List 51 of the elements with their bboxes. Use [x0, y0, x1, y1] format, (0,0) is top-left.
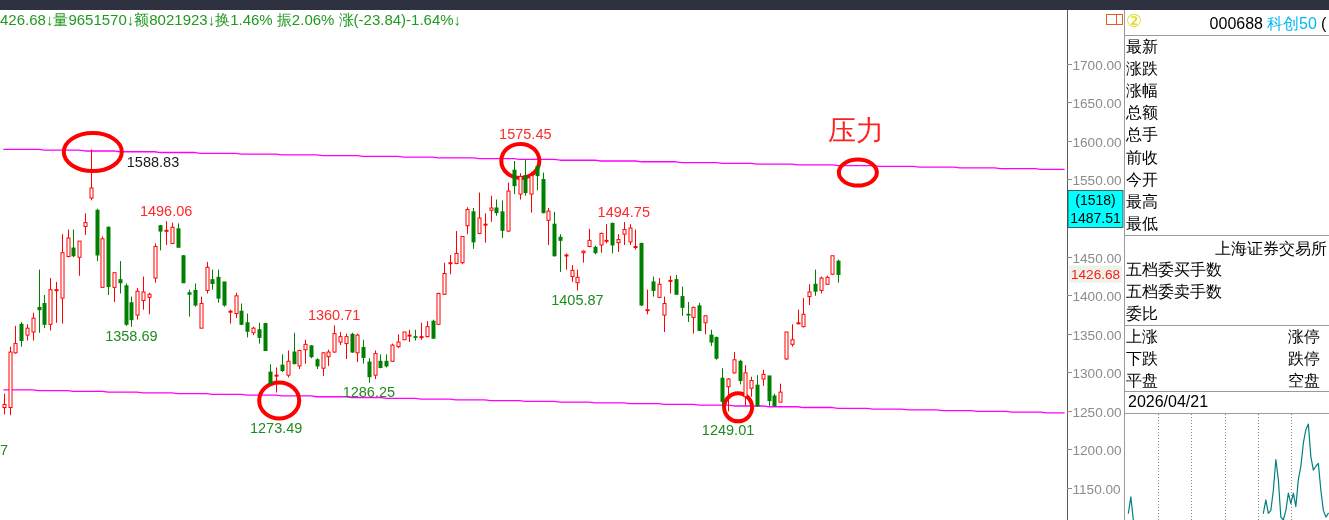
card-text: 上涨 [1126, 328, 1158, 345]
low-label: 1358.69 [105, 328, 158, 345]
low-label: 1286.25 [342, 384, 396, 401]
low-label: 1405.87 [551, 292, 604, 308]
card-text: 委比 [1126, 305, 1158, 322]
card-text: ( [1321, 15, 1327, 32]
high-label: 1588.83 [126, 153, 180, 170]
card-text: 最新 [1126, 38, 1158, 55]
high-label: 1360.71 [307, 307, 361, 324]
low-label-cut: 7 [0, 442, 9, 458]
card-text: 最高 [1126, 192, 1158, 210]
card-text: 下跌 [1126, 350, 1158, 367]
y-tick-label: 1150.00 [1072, 481, 1121, 497]
card-text: 今开 [1126, 170, 1158, 188]
card-text: 总手 [1126, 126, 1158, 144]
card-text: 空盘 [1288, 372, 1320, 389]
card-text: 上海证券交易所 [1215, 240, 1327, 257]
y-tick-label: 1600.00 [1072, 134, 1122, 150]
card-text: 涨跌 [1126, 60, 1158, 78]
card-text: 涨停 [1288, 328, 1320, 345]
low-label: 1249.01 [701, 422, 755, 439]
cursor-count: (1518) [1075, 191, 1116, 208]
high-label: 1494.75 [597, 204, 650, 221]
title: 426.68↓量9651570↓额8021923↓换1.46% 振2.06% 涨(-23.84)-1.64%↓ [0, 11, 462, 28]
card-text: 涨幅 [1126, 82, 1158, 100]
last-price: 1426.68 [1071, 267, 1121, 283]
y-tick-label: 1300.00 [1072, 365, 1122, 381]
card-text: 平盘 [1126, 372, 1158, 389]
card-text: 五档委买手数 [1126, 261, 1222, 278]
y-tick-label: 1400.00 [1072, 288, 1122, 304]
card-text: 2026/04/21 [1128, 393, 1209, 410]
y-tick-label: 1650.00 [1072, 95, 1122, 111]
card-text: 前收 [1126, 148, 1158, 166]
card-text: ② [1126, 11, 1143, 31]
card-text: 五档委卖手数 [1126, 283, 1222, 300]
y-tick-label: 1350.00 [1072, 327, 1122, 343]
card-text: 最低 [1126, 214, 1158, 232]
y-tick-label: 1200.00 [1072, 442, 1122, 458]
pressure-note: 压力 [827, 114, 884, 146]
high-label: 1496.06 [139, 203, 193, 220]
card-text: 科创50 [1267, 15, 1317, 32]
y-tick-label: 1700.00 [1072, 57, 1122, 73]
high-label: 1575.45 [499, 125, 552, 142]
card-text: 跌停 [1288, 350, 1320, 367]
y-tick-label: 1550.00 [1072, 172, 1122, 188]
y-tick-label: 1450.00 [1072, 250, 1122, 266]
cursor-price: 1487.51 [1070, 209, 1121, 226]
card-text: 总额 [1126, 104, 1158, 122]
low-label: 1273.49 [250, 419, 303, 436]
card-text: 000688 [1209, 15, 1263, 32]
y-tick-label: 1250.00 [1072, 404, 1122, 420]
